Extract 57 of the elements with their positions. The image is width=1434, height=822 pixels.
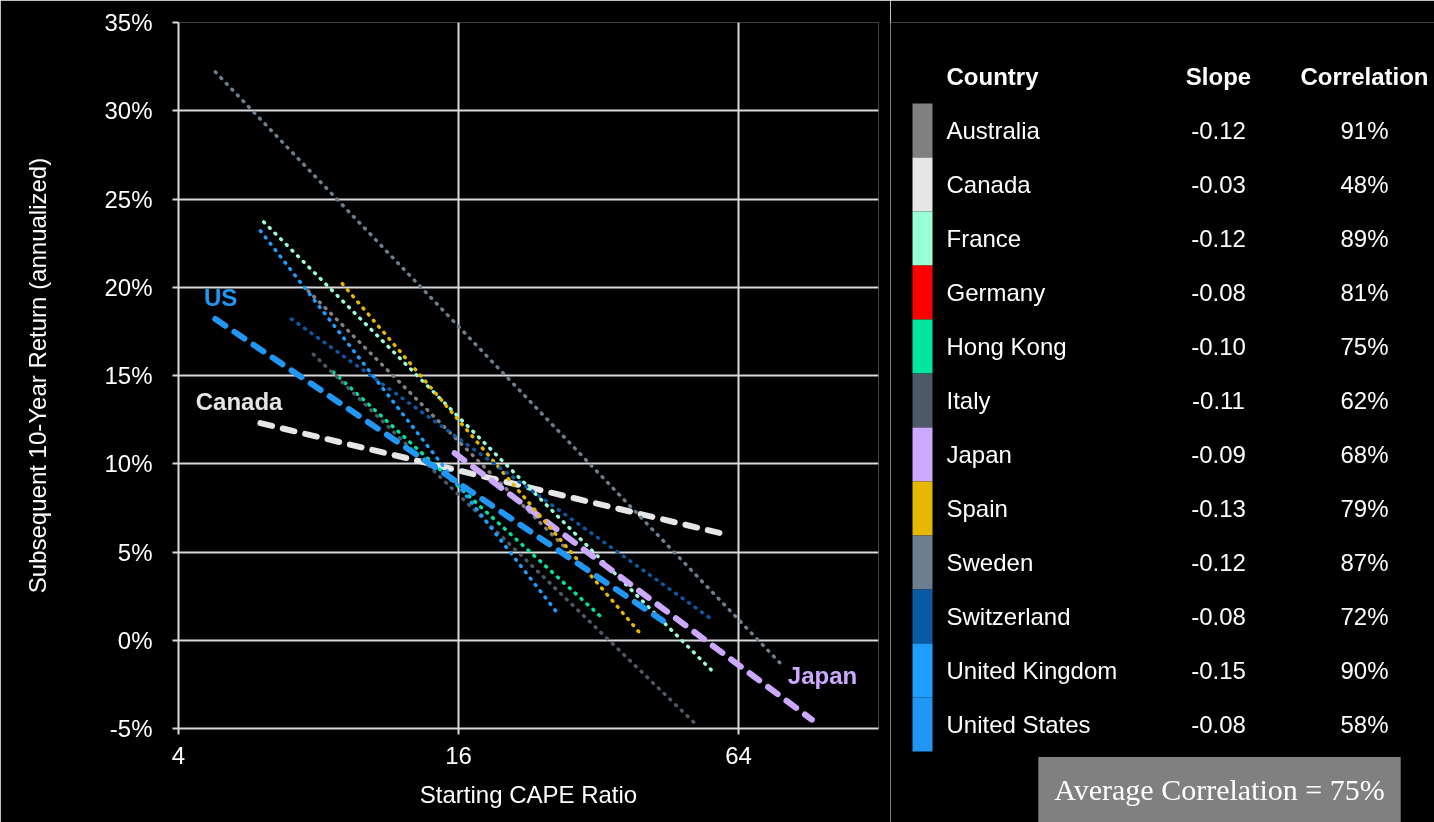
legend-label: Japan [946,441,1012,468]
legend-label: Sweden [946,549,1034,576]
text: 62% [1340,387,1389,414]
text: Average Correlation = 75% [1054,773,1385,806]
text: 89% [1340,225,1389,252]
text: -0.13 [1191,495,1246,522]
x-axis-title: Starting CAPE Ratio [419,780,638,808]
legend-label: United States [946,711,1091,738]
text: -0.03 [1191,171,1246,198]
y-axis-title: Subsequent 10-Year Return (annualized) [24,157,52,594]
annotation: US [203,283,238,311]
y-tick-label: 0% [117,626,153,654]
text: -0.11 [1192,387,1245,414]
text: 90% [1340,657,1389,684]
legend-label: Canada [946,171,1032,198]
text: Slope [1185,63,1252,90]
legend-label: Australia [946,117,1041,144]
text: 81% [1340,279,1389,306]
legend-label: Spain [946,495,1008,522]
y-tick-label: 5% [117,538,153,566]
y-tick-label: 30% [104,97,153,125]
text: -0.08 [1191,603,1246,630]
text: -0.10 [1191,333,1246,360]
text: -0.12 [1191,549,1246,576]
x-tick-label: 64 [725,741,752,769]
legend-title: Country [946,63,1040,90]
text: -0.12 [1191,117,1246,144]
annotation: Japan [787,662,858,690]
text: Correlation [1300,63,1429,90]
text: -0.08 [1191,279,1246,306]
text: -0.08 [1191,711,1246,738]
text: 79% [1340,495,1389,522]
y-tick-label: 25% [104,185,153,213]
x-tick-label: 4 [171,741,186,769]
y-tick-label: 10% [104,450,153,478]
text: 48% [1340,171,1389,198]
x-tick-label: 16 [445,741,472,769]
y-tick-label: 35% [104,9,153,36]
legend-label: United Kingdom [946,657,1118,684]
y-tick-label: -5% [109,715,153,742]
legend-label: Switzerland [946,603,1071,630]
text: 91% [1340,117,1389,144]
y-tick-label: 20% [104,273,153,301]
legend-label: France [946,225,1022,252]
legend-label: Germany [946,279,1046,306]
text: -0.15 [1191,657,1246,684]
y-tick-label: 15% [104,362,153,389]
annotation: Canada [195,387,284,415]
text: -0.09 [1191,441,1246,468]
text: 72% [1340,603,1389,630]
text: 87% [1340,549,1389,576]
text: -0.12 [1191,225,1246,252]
legend-label: Hong Kong [946,333,1067,360]
text: 68% [1340,441,1389,468]
legend-label: Italy [946,387,991,414]
text: 75% [1340,333,1389,360]
text: 58% [1340,711,1389,738]
